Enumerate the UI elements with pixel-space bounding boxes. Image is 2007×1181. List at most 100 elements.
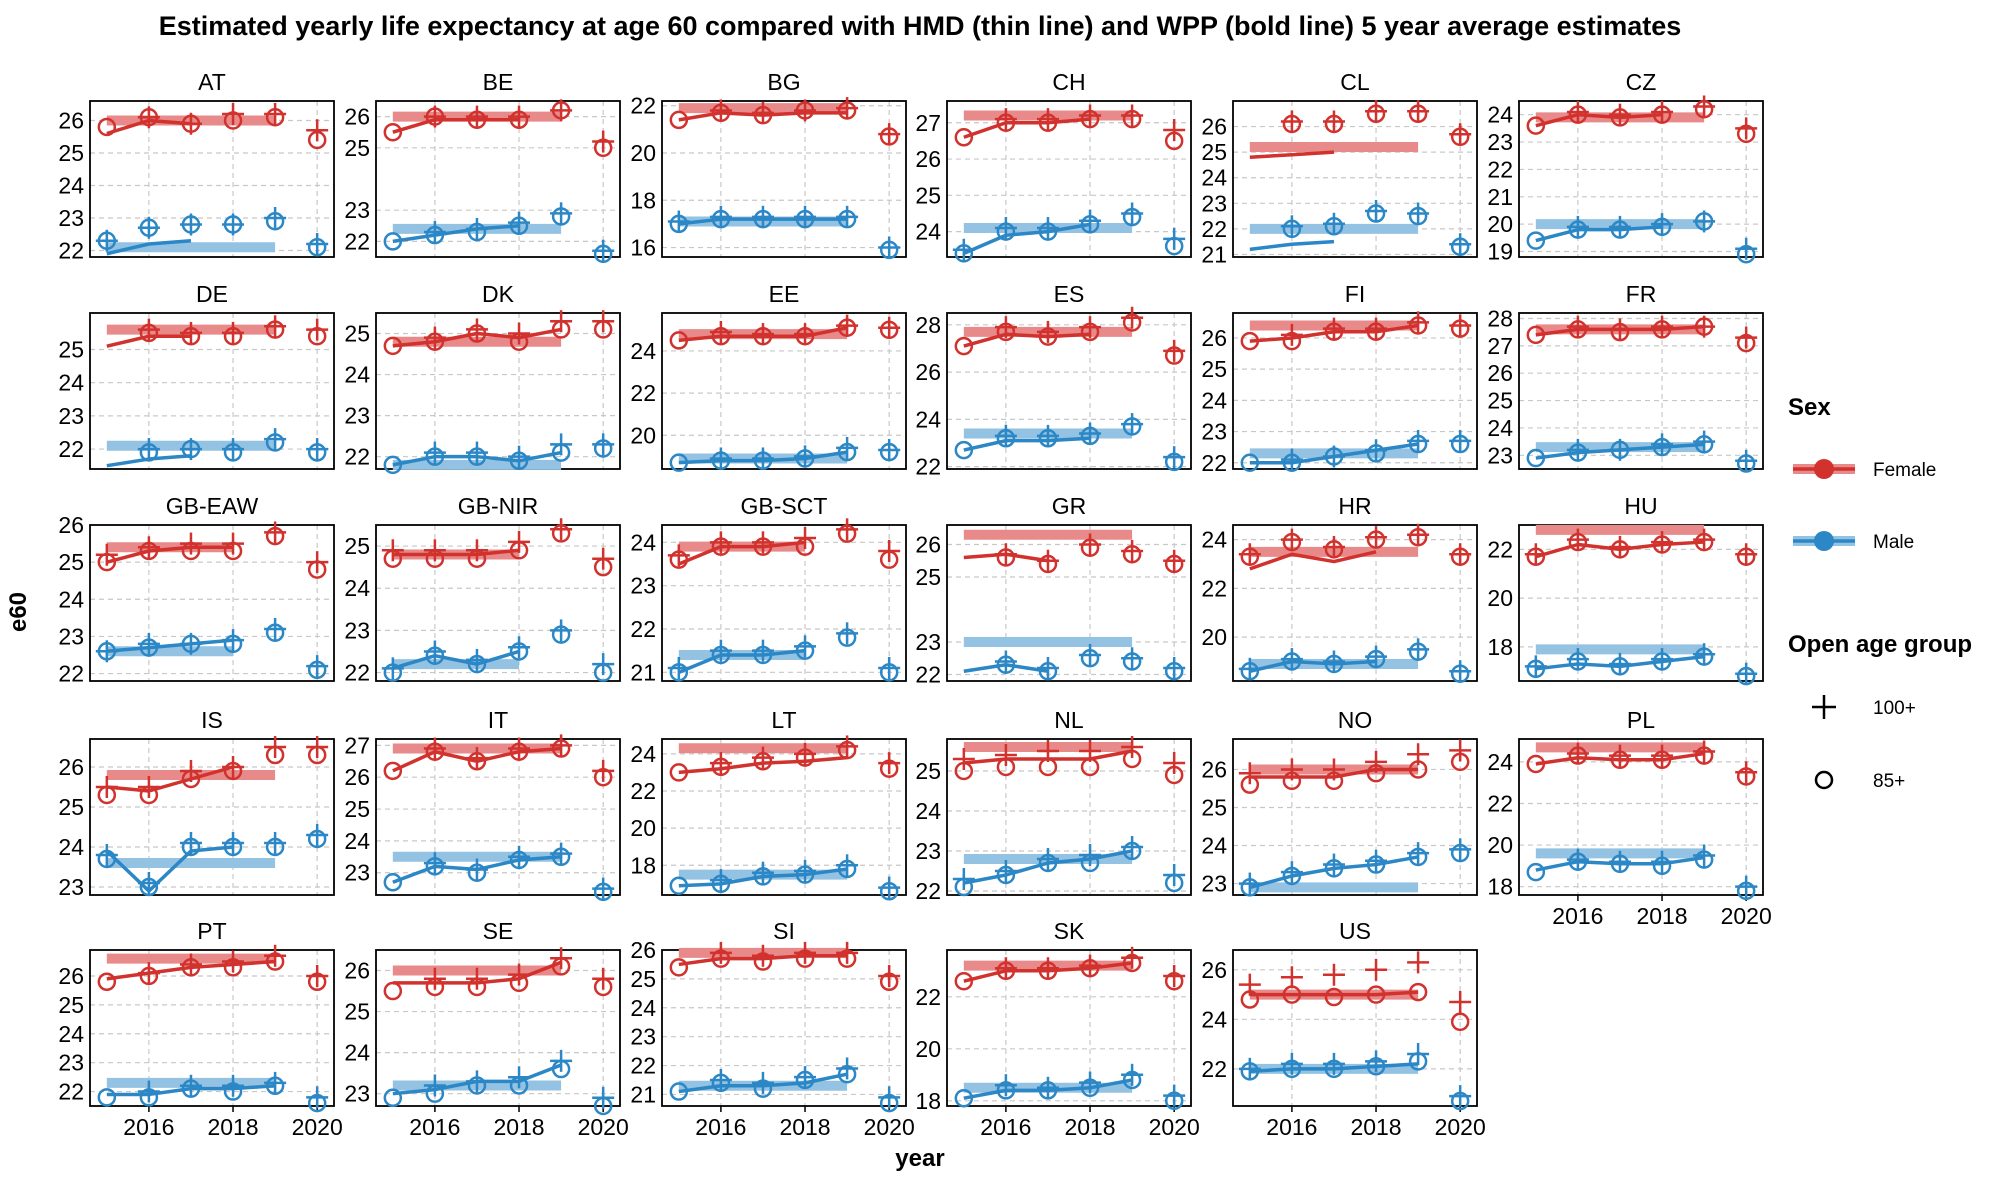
female-85plus-marker bbox=[669, 958, 689, 977]
female-85plus-marker bbox=[753, 952, 773, 971]
female-85plus-marker bbox=[1038, 961, 1058, 981]
female-85plus-marker bbox=[1526, 116, 1546, 135]
panel-gb-eaw: GB-EAW 22 23 24 25 26 bbox=[58, 493, 335, 687]
male-85plus-marker bbox=[1736, 454, 1756, 473]
panel-strip-label: ES bbox=[1054, 281, 1085, 307]
male-85plus-marker bbox=[1408, 642, 1428, 661]
panel-strip-label: PL bbox=[1627, 707, 1655, 733]
male-85plus-marker bbox=[711, 874, 731, 894]
legend-sex-title: Sex bbox=[1788, 394, 1831, 421]
female-100plus-marker bbox=[836, 941, 859, 964]
female-85plus-marker bbox=[1282, 771, 1302, 791]
female-85plus-marker bbox=[1694, 532, 1714, 552]
male-85plus-marker bbox=[1324, 859, 1344, 878]
female-100plus-marker bbox=[592, 130, 615, 153]
panel-fi: FI 22 23 24 25 26 bbox=[1201, 281, 1478, 476]
male-85plus-marker bbox=[1324, 1059, 1344, 1079]
male-85plus-marker bbox=[753, 209, 773, 229]
male-85plus-marker bbox=[223, 837, 243, 857]
male-85plus-marker bbox=[425, 857, 445, 876]
female-85plus-marker bbox=[97, 552, 117, 572]
male-85plus-marker bbox=[593, 663, 613, 682]
y-tick-label: 25 bbox=[630, 966, 656, 992]
female-85plus-marker bbox=[1164, 765, 1184, 785]
y-tick-label: 20 bbox=[1487, 585, 1513, 611]
male-85plus-marker bbox=[1122, 841, 1142, 861]
y-tick-label: 25 bbox=[915, 182, 941, 208]
female-85plus-marker bbox=[879, 320, 899, 340]
female-85plus-marker bbox=[1694, 746, 1714, 765]
female-85plus-marker bbox=[711, 949, 731, 968]
y-tick-label: 24 bbox=[344, 362, 370, 388]
female-85plus-marker bbox=[181, 958, 201, 977]
y-tick-label: 23 bbox=[1487, 129, 1513, 155]
male-85plus-marker bbox=[139, 218, 159, 237]
female-85plus-marker bbox=[837, 524, 857, 543]
male-85plus-marker bbox=[383, 873, 403, 892]
y-tick-label: 24 bbox=[58, 586, 84, 612]
male-85plus-marker bbox=[1282, 652, 1302, 671]
male-85plus-marker bbox=[1122, 207, 1142, 227]
female-85plus-marker bbox=[223, 761, 243, 781]
y-tick-label: 24 bbox=[58, 370, 84, 396]
female-85plus-marker bbox=[593, 767, 613, 787]
male-100plus-marker bbox=[222, 1074, 245, 1097]
female-85plus-marker bbox=[1038, 757, 1058, 777]
y-tick-label: 26 bbox=[915, 359, 941, 385]
y-tick-label: 25 bbox=[344, 533, 370, 559]
female-85plus-marker bbox=[1164, 346, 1184, 365]
female-85plus-marker bbox=[753, 752, 773, 771]
y-tick-label: 24 bbox=[344, 828, 370, 854]
female-85plus-marker bbox=[593, 138, 613, 158]
male-85plus-marker bbox=[1164, 1091, 1184, 1111]
male-85plus-marker bbox=[1526, 659, 1546, 679]
y-tick-label: 25 bbox=[1201, 356, 1227, 382]
legend-open-age-title: Open age group bbox=[1788, 631, 1972, 658]
female-85plus-marker bbox=[1122, 109, 1142, 129]
male-85plus-marker bbox=[1282, 453, 1302, 473]
panel-frame bbox=[661, 524, 907, 682]
male-85plus-marker bbox=[223, 1082, 243, 1101]
female-85plus-marker bbox=[307, 745, 327, 765]
male-85plus-marker bbox=[1408, 847, 1428, 867]
male-85plus-marker bbox=[879, 442, 899, 462]
panel-gr: GR 22 23 25 26 bbox=[915, 493, 1192, 688]
male-85plus-marker bbox=[1366, 649, 1386, 669]
female-85plus-marker bbox=[1164, 131, 1184, 151]
male-85plus-marker bbox=[509, 216, 529, 236]
female-85plus-marker bbox=[1526, 547, 1546, 566]
male-hmd-line bbox=[678, 648, 806, 674]
male-85plus-marker bbox=[181, 215, 201, 234]
female-85plus-marker bbox=[1366, 530, 1386, 549]
female-85plus-marker bbox=[265, 320, 285, 339]
panel-strip-label: SI bbox=[773, 918, 795, 944]
panel-grid: AT2223242526BE22232526BG16182022CH242526… bbox=[58, 69, 1771, 1140]
y-tick-label: 23 bbox=[344, 860, 370, 886]
female-100plus-marker bbox=[994, 744, 1017, 766]
female-85plus-marker bbox=[509, 110, 529, 129]
female-85plus-marker bbox=[509, 332, 529, 351]
female-85plus-marker bbox=[97, 785, 117, 805]
y-tick-label: 26 bbox=[344, 104, 370, 130]
y-tick-label: 23 bbox=[630, 1024, 656, 1050]
legend-male-label: Male bbox=[1873, 532, 1914, 553]
female-100plus-marker bbox=[952, 748, 975, 770]
female-85plus-marker bbox=[1652, 535, 1672, 554]
female-85plus-marker bbox=[711, 103, 731, 123]
x-tick-label: 2016 bbox=[123, 1114, 174, 1140]
male-85plus-marker bbox=[1736, 666, 1756, 686]
panel-strip-label: GR bbox=[1052, 493, 1087, 519]
female-85plus-marker bbox=[1038, 327, 1058, 346]
female-85plus-marker bbox=[795, 537, 815, 556]
male-85plus-marker bbox=[795, 209, 815, 229]
female-100plus-marker bbox=[222, 950, 245, 973]
y-tick-label: 20 bbox=[1201, 624, 1227, 650]
female-85plus-marker bbox=[593, 557, 613, 577]
y-tick-label: 24 bbox=[630, 529, 656, 555]
male-85plus-marker bbox=[1038, 222, 1058, 241]
panel-gb-nir: GB-NIR 22 23 24 25 bbox=[344, 493, 621, 686]
male-85plus-marker bbox=[593, 439, 613, 458]
legend: Sex Female Male Open age group 100+ 85+ bbox=[1788, 394, 1972, 792]
